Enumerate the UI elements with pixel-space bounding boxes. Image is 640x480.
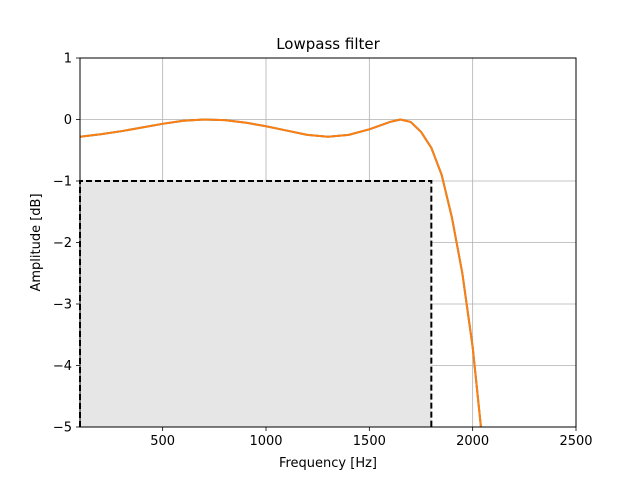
x-tick-label: 500	[150, 434, 175, 449]
y-tick-label: 0	[64, 113, 72, 128]
y-tick-label: −3	[53, 298, 72, 313]
series-line-1	[79, 118, 482, 428]
y-tick-label: −5	[53, 421, 72, 436]
x-axis-label: Frequency [Hz]	[279, 456, 377, 471]
y-tick-label: −1	[53, 175, 72, 190]
y-tick-label: 1	[64, 52, 72, 67]
x-tick-label: 2500	[559, 434, 592, 449]
y-tick-label: −2	[53, 236, 72, 251]
series-lines	[79, 118, 482, 428]
x-tick-label: 1500	[353, 434, 386, 449]
chart-title: Lowpass filter	[276, 35, 380, 53]
x-tick-label: 2000	[456, 434, 489, 449]
x-tick-label: 1000	[249, 434, 282, 449]
y-axis-label: Amplitude [dB]	[29, 193, 44, 291]
passband-fill	[80, 181, 432, 427]
y-tick-label: −4	[53, 359, 72, 374]
passband-region	[79, 180, 433, 427]
ticks: 500 1000 1500 2000 2500 1 0 −1 −2 −3 −4 −5	[53, 52, 593, 450]
